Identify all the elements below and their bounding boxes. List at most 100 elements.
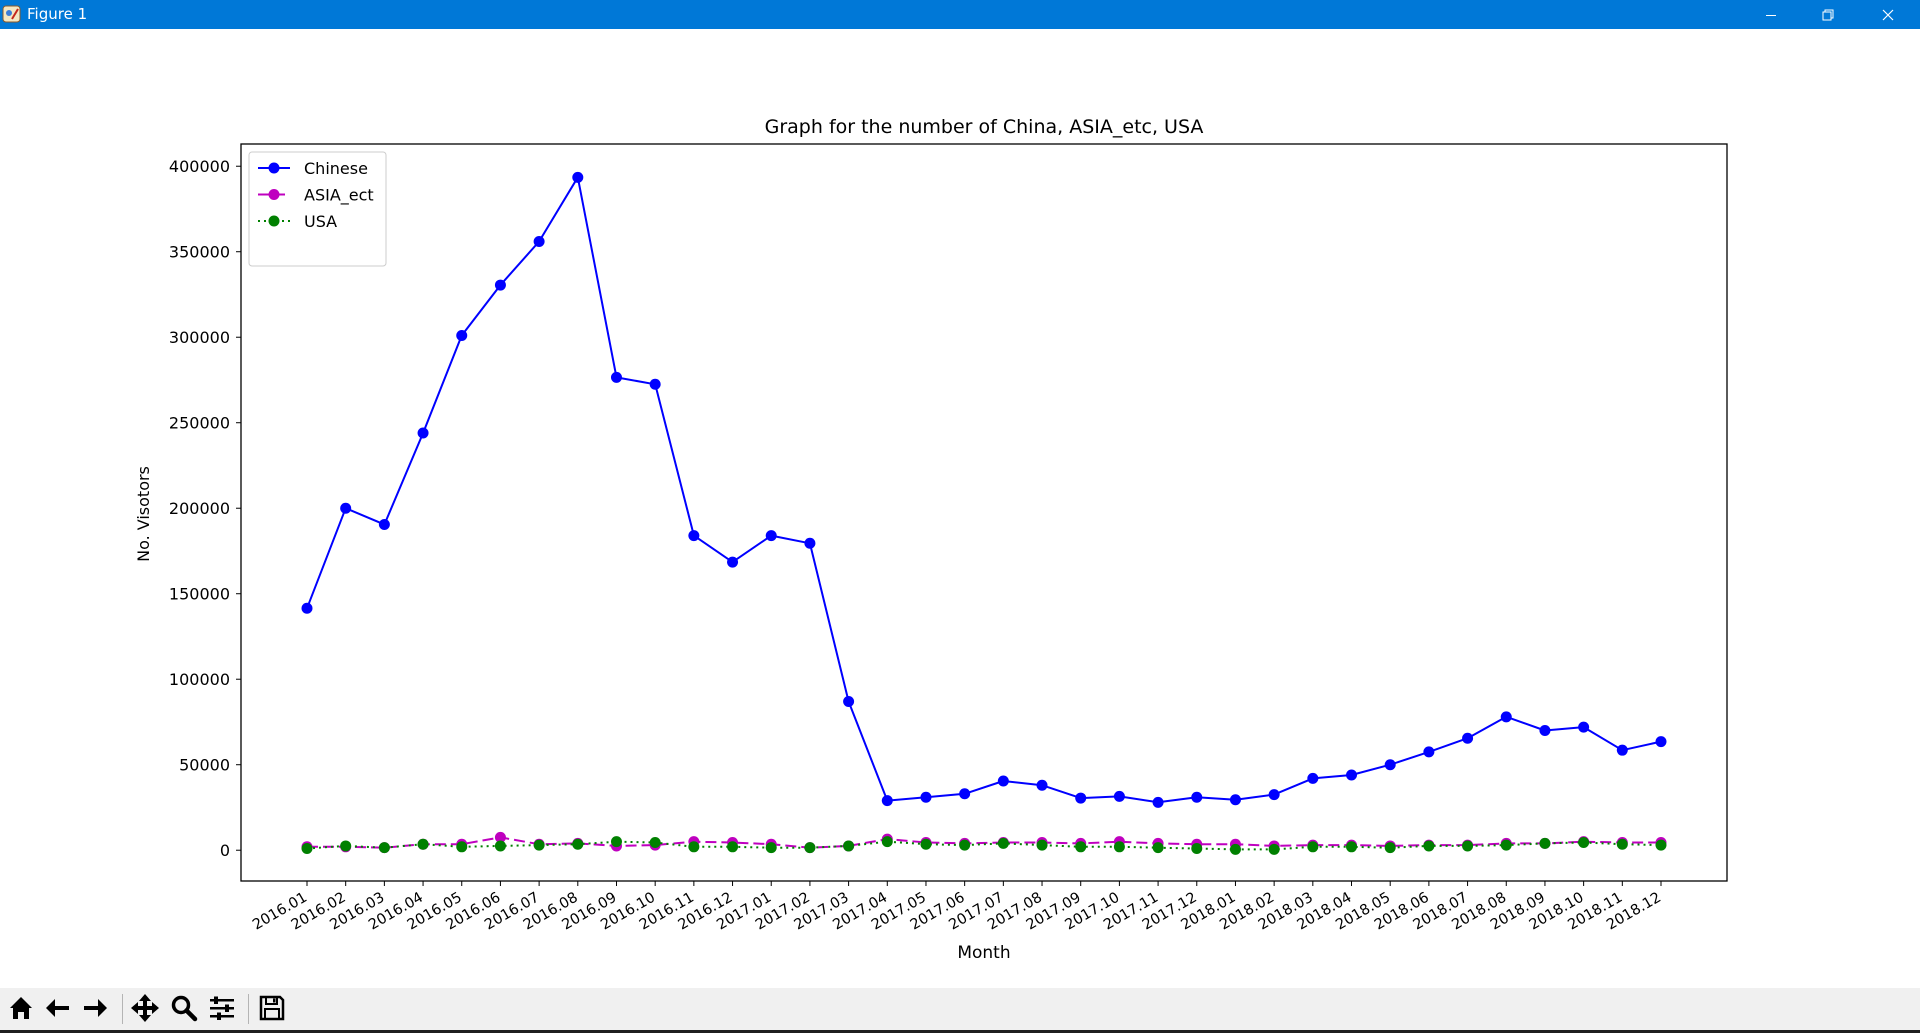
toolbar-separator [248, 994, 249, 1024]
data-point-usa [494, 840, 506, 852]
data-point-usa [1616, 838, 1628, 850]
data-point-chinese [1578, 721, 1590, 733]
series-line-usa [306, 840, 1662, 851]
arrow-left-icon [46, 999, 69, 1017]
data-point-usa [1113, 841, 1125, 853]
y-tick-label: 0 [220, 841, 230, 860]
toolbar-separator [122, 994, 123, 1024]
data-point-chinese [1462, 732, 1474, 744]
arrow-right-icon [84, 999, 107, 1017]
data-point-chinese [804, 537, 816, 549]
data-point-usa [1075, 841, 1087, 853]
data-point-chinese [1655, 736, 1667, 748]
legend-label: ASIA_ect [304, 186, 374, 206]
y-tick-label: 100000 [169, 670, 230, 689]
magnifier-icon [171, 995, 198, 1022]
data-point-usa [1191, 843, 1203, 855]
series-line-asia-ect [307, 836, 1661, 849]
legend-marker [268, 162, 280, 174]
data-point-chinese [1268, 789, 1280, 801]
data-point-asia-ect [494, 831, 506, 843]
data-point-usa [1346, 841, 1358, 853]
data-point-chinese [572, 171, 584, 183]
data-point-chinese [1113, 790, 1125, 802]
data-point-usa [1229, 843, 1241, 855]
pan-button[interactable] [128, 991, 162, 1025]
forward-button[interactable] [78, 991, 112, 1025]
sliders-icon [210, 996, 234, 1020]
restore-button[interactable] [1805, 0, 1851, 29]
data-point-chinese [533, 235, 545, 247]
data-point-chinese [959, 788, 971, 800]
plot-lines [301, 171, 1667, 855]
data-point-chinese [881, 795, 893, 807]
data-point-chinese [1152, 796, 1164, 808]
data-point-chinese [1423, 746, 1435, 758]
minimize-button[interactable] [1748, 0, 1794, 29]
home-icon [10, 997, 32, 1019]
close-icon [1882, 9, 1894, 20]
data-point-chinese [765, 530, 777, 542]
figure-canvas[interactable]: Graph for the number of China, ASIA_etc,… [0, 29, 1920, 988]
data-point-chinese [1384, 759, 1396, 771]
data-point-usa [1152, 842, 1164, 854]
minimize-icon [1766, 14, 1776, 16]
data-point-chinese [378, 518, 390, 530]
y-tick-label: 350000 [169, 243, 230, 262]
legend: Chinese ASIA_ect USA [248, 151, 387, 267]
plot-frame [240, 143, 1728, 882]
data-point-usa [1578, 837, 1590, 849]
move-icon [131, 994, 159, 1022]
data-point-usa [688, 841, 700, 853]
data-point-usa [1036, 839, 1048, 851]
data-point-chinese [649, 378, 661, 390]
data-point-chinese [843, 695, 855, 707]
save-button[interactable] [255, 991, 289, 1025]
window-bottom-edge [0, 1030, 1920, 1033]
data-point-usa [610, 836, 622, 848]
data-point-usa [727, 841, 739, 853]
data-point-chinese [1500, 711, 1512, 723]
configure-subplots-button[interactable] [205, 991, 239, 1025]
data-point-chinese [340, 502, 352, 514]
y-tick-label: 200000 [169, 499, 230, 518]
data-point-usa [378, 842, 390, 854]
legend-box [248, 151, 387, 267]
window-title: Figure 1 [27, 5, 88, 23]
navigation-toolbar [0, 988, 1920, 1030]
series-line-chinese [306, 176, 1662, 804]
data-point-usa [804, 842, 816, 854]
data-point-usa [340, 840, 352, 852]
data-point-chinese [920, 791, 932, 803]
data-point-chinese [417, 427, 429, 439]
data-point-chinese [1539, 725, 1551, 737]
data-point-chinese [1191, 791, 1203, 803]
data-point-chinese [1229, 794, 1241, 806]
y-tick-label: 250000 [169, 414, 230, 433]
y-tick-label: 400000 [169, 157, 230, 176]
data-point-usa [533, 839, 545, 851]
data-point-usa [1384, 842, 1396, 854]
floppy-disk-icon [259, 995, 285, 1021]
window-titlebar: Figure 1 [0, 0, 1920, 29]
data-point-chinese [688, 530, 700, 542]
back-button[interactable] [41, 991, 75, 1025]
data-point-chinese [610, 371, 622, 383]
y-axis-label: No. Visotors [134, 466, 153, 562]
data-point-chinese [494, 279, 506, 291]
data-point-chinese [1075, 792, 1087, 804]
home-button[interactable] [4, 991, 38, 1025]
y-tick-label: 50000 [179, 756, 230, 775]
data-point-chinese [1346, 769, 1358, 781]
data-point-usa [881, 836, 893, 848]
y-axis-ticks: 0 50000 100000 150000 200000 250000 300000 3500… [169, 157, 241, 860]
x-axis-label: Month [957, 943, 1010, 963]
data-point-usa [301, 843, 313, 855]
data-point-usa [456, 841, 468, 853]
data-point-chinese [1036, 779, 1048, 791]
zoom-button[interactable] [167, 991, 201, 1025]
close-button[interactable] [1865, 0, 1911, 29]
data-point-usa [1268, 843, 1280, 855]
y-tick-label: 300000 [169, 328, 230, 347]
data-point-chinese [1616, 744, 1628, 756]
